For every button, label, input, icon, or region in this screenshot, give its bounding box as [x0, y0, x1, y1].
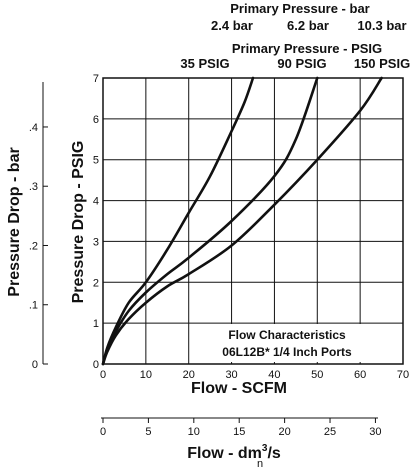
bar-tick-label-4: .4: [29, 122, 38, 134]
series-line-1: [101, 76, 319, 366]
metric-tick-label-4: 20: [278, 426, 290, 438]
y-axis-label: Pressure Drop - PSIG: [70, 141, 87, 304]
metric-ticks: 0 5 10 15 20 25 30: [100, 418, 382, 438]
y-tick-label-1: 1: [93, 318, 99, 330]
x-tick-label-0: 0: [100, 369, 106, 381]
metric-axis-label-end: /s: [267, 445, 280, 462]
metric-tick-label-0: 0: [100, 426, 106, 438]
x-tick-label-2: 20: [183, 369, 195, 381]
series-curves: [101, 76, 383, 366]
x-tick-label-3: 30: [225, 369, 237, 381]
bar-axis-label: Pressure Drop - bar: [6, 147, 23, 296]
psig-header-value-1: 35 PSIG: [180, 56, 229, 71]
x-ticks: 0 10 20 30 40 50 60 70: [100, 369, 409, 381]
metric-tick-label-3: 15: [233, 426, 245, 438]
x-tick-label-4: 40: [268, 369, 280, 381]
psig-header-value-3: 150 PSIG: [354, 56, 410, 71]
bar-tick-label-3: .3: [29, 181, 38, 193]
bar-tick-label-0: 0: [32, 359, 38, 371]
series-line-2: [101, 76, 383, 366]
bar-header-value-2: 6.2 bar: [287, 18, 329, 33]
psig-header-title: Primary Pressure - PSIG: [232, 41, 382, 56]
metric-tick-label-1: 5: [145, 426, 151, 438]
bar-header-value-1: 2.4 bar: [211, 18, 253, 33]
annotation-line-1: Flow Characteristics: [228, 328, 346, 342]
metric-axis-label-sup: 3: [262, 443, 268, 454]
bar-header-value-3: 10.3 bar: [357, 18, 406, 33]
x-tick-label-6: 60: [354, 369, 366, 381]
x-tick-label-1: 10: [140, 369, 152, 381]
annotation-line-2: 06L12B* 1/4 Inch Ports: [222, 345, 352, 359]
bar-tick-label-1: .1: [29, 300, 38, 312]
bar-header-title: Primary Pressure - bar: [230, 1, 369, 16]
plot-frame: [102, 77, 404, 365]
x-tick-label-7: 70: [397, 369, 409, 381]
metric-axis-label-main: Flow - dm: [187, 445, 262, 462]
annotation-box: [197, 324, 379, 362]
bar-tick-label-2: .2: [29, 240, 38, 252]
y-tick-label-0: 0: [93, 359, 99, 371]
x-axis-label: Flow - SCFM: [191, 380, 287, 397]
x-tick-label-5: 50: [311, 369, 323, 381]
psig-header-value-2: 90 PSIG: [277, 56, 326, 71]
series-line-0: [101, 76, 255, 366]
grid: [102, 77, 404, 365]
bar-ticks: 0 .1 .2 .3 .4: [29, 122, 48, 371]
y-tick-label-4: 4: [93, 196, 99, 208]
y-ticks: 0 1 2 3 4 5 6 7: [93, 73, 99, 371]
metric-tick-label-6: 30: [369, 426, 381, 438]
metric-tick-label-2: 10: [188, 426, 200, 438]
y-tick-label-6: 6: [93, 114, 99, 126]
metric-tick-label-5: 25: [324, 426, 336, 438]
metric-axis-label: Flow - dm3/s: [187, 443, 281, 462]
y-tick-label-7: 7: [93, 73, 99, 85]
y-tick-label-5: 5: [93, 155, 99, 167]
y-tick-label-2: 2: [93, 277, 99, 289]
metric-axis-label-sub: n: [257, 458, 263, 467]
y-tick-label-3: 3: [93, 236, 99, 248]
